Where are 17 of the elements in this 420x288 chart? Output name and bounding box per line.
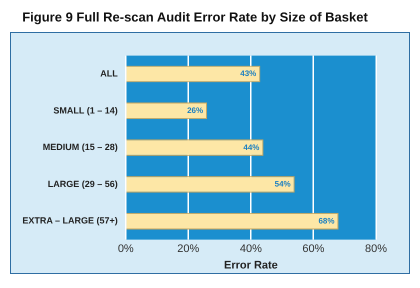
y-tick-label: SMALL (1 – 14)	[53, 105, 118, 116]
x-tick-label: 80%	[364, 243, 388, 256]
x-axis-title: Error Rate	[224, 259, 278, 272]
chart-title: Figure 9 Full Re-scan Audit Error Rate by Size of Basket	[22, 9, 368, 24]
data-label: 54%	[274, 180, 291, 189]
y-tick-label: EXTRA – LARGE (57+)	[22, 216, 118, 226]
x-tick-label: 20%	[177, 243, 200, 256]
data-label: 43%	[240, 69, 256, 78]
data-label: 44%	[243, 142, 260, 152]
y-tick-label: ALL	[100, 68, 118, 78]
x-tick-label: 40%	[240, 243, 262, 256]
data-label: 68%	[318, 216, 334, 226]
data-label: 26%	[187, 106, 204, 116]
y-tick-label: MEDIUM (15 – 28)	[42, 142, 118, 152]
x-tick-label: 60%	[302, 243, 325, 256]
y-tick-label: LARGE (29 – 56)	[48, 178, 118, 189]
x-tick-label: 0%	[118, 243, 134, 256]
